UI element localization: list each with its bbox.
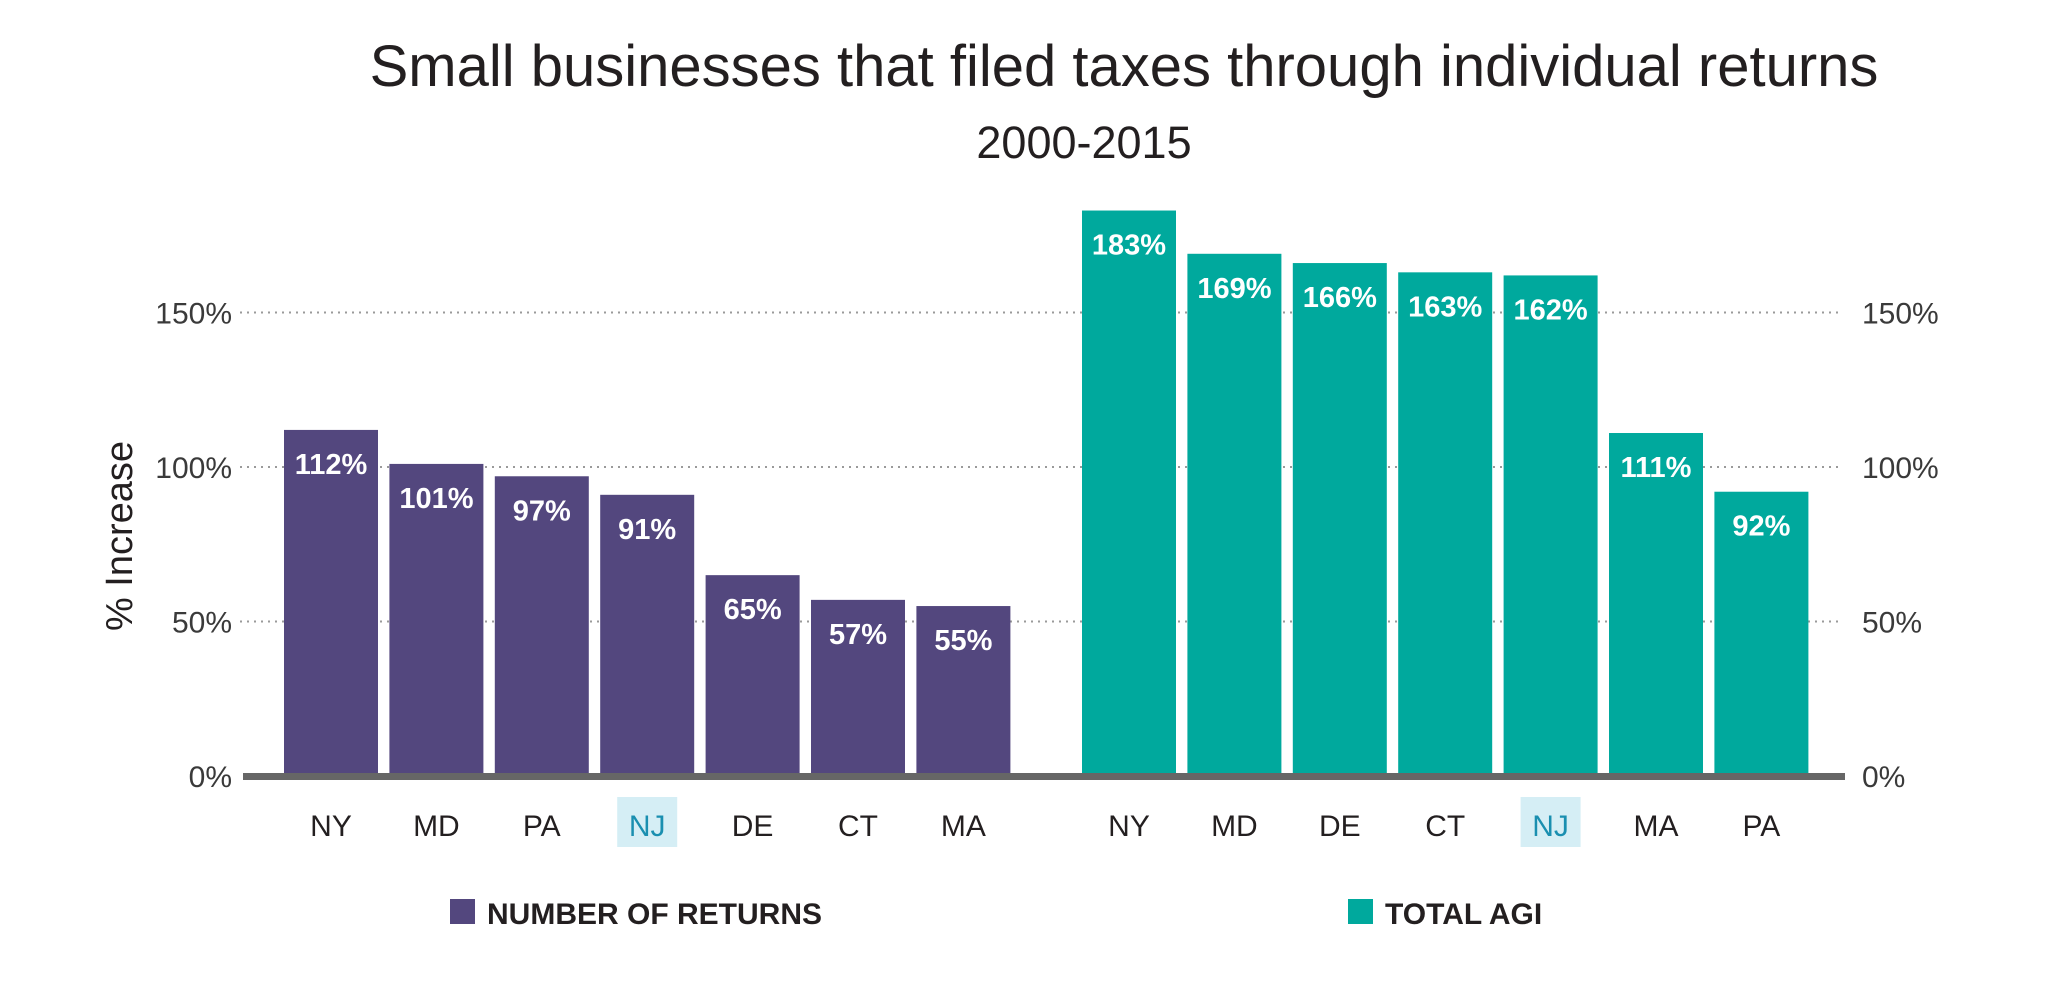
x-tick-label: NJ	[1532, 810, 1569, 843]
legend-swatch	[450, 899, 475, 924]
x-tick-label: DE	[732, 810, 774, 843]
bar	[811, 599, 905, 776]
data-label: 162%	[1514, 294, 1588, 326]
data-label: 169%	[1197, 273, 1271, 305]
bar	[494, 476, 589, 776]
bar	[1292, 263, 1387, 776]
chart-title: Small businesses that filed taxes throug…	[370, 34, 1879, 99]
category-highlight	[617, 797, 678, 847]
legend-label: TOTAL AGI	[1385, 898, 1542, 931]
y-tick-label-right: 100%	[1862, 452, 1939, 485]
bar	[284, 429, 378, 776]
x-tick-label: PA	[523, 810, 561, 843]
x-tick-label: NY	[1108, 810, 1150, 843]
bar	[1082, 210, 1176, 776]
data-label: 97%	[513, 495, 571, 527]
bar	[705, 575, 800, 776]
y-tick-label-left: 0%	[189, 761, 232, 794]
bar	[389, 463, 484, 776]
data-label: 101%	[399, 483, 473, 515]
data-label: 65%	[724, 594, 782, 626]
x-tick-label: CT	[838, 810, 878, 843]
data-label: 55%	[934, 625, 992, 657]
y-tick-label-left: 150%	[155, 298, 232, 331]
category-highlight	[1520, 797, 1581, 847]
bar	[1609, 433, 1703, 776]
data-label: 112%	[295, 449, 368, 481]
bar	[1398, 272, 1493, 776]
x-tick-label: DE	[1319, 810, 1361, 843]
data-label: 57%	[829, 619, 887, 651]
x-tick-label: NY	[310, 810, 352, 843]
data-label: 111%	[1621, 452, 1692, 484]
x-tick-label: MD	[1211, 810, 1258, 843]
bar	[1714, 491, 1809, 776]
y-axis-label: % Increase	[99, 441, 141, 631]
data-label: 91%	[618, 514, 676, 546]
x-axis-baseline	[243, 773, 1845, 780]
x-tick-label: CT	[1425, 810, 1465, 843]
y-tick-label-left: 100%	[155, 452, 232, 485]
y-tick-label-left: 50%	[172, 607, 232, 640]
data-label: 92%	[1732, 511, 1790, 543]
y-tick-label-right: 0%	[1862, 761, 1905, 794]
bar	[600, 494, 695, 776]
y-tick-label-right: 50%	[1862, 607, 1922, 640]
y-tick-label-right: 150%	[1862, 298, 1939, 331]
x-tick-label: MA	[941, 810, 986, 843]
x-tick-label: MA	[1634, 810, 1679, 843]
legend-swatch	[1348, 899, 1373, 924]
data-label: 183%	[1092, 230, 1166, 262]
bar	[1503, 275, 1598, 776]
chart-subtitle: 2000-2015	[976, 117, 1191, 168]
bar	[916, 606, 1011, 776]
bar	[1187, 253, 1282, 777]
legend-label: NUMBER OF RETURNS	[487, 898, 822, 931]
x-tick-label: NJ	[629, 810, 666, 843]
data-label: 166%	[1303, 282, 1377, 314]
x-tick-label: PA	[1743, 810, 1781, 843]
x-tick-label: MD	[413, 810, 460, 843]
data-label: 163%	[1408, 291, 1482, 323]
